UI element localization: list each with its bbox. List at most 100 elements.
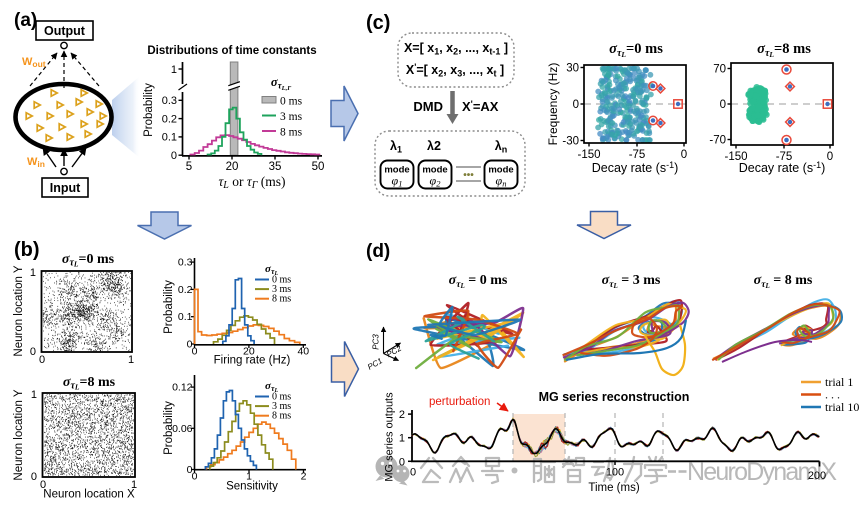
svg-text:0: 0: [827, 151, 833, 163]
svg-text:1: 1: [30, 267, 36, 279]
svg-text:0.12: 0.12: [172, 382, 193, 394]
svg-text:0: 0: [39, 354, 45, 366]
svg-text:0.2: 0.2: [162, 113, 177, 125]
svg-text:0.3: 0.3: [178, 257, 193, 269]
svg-text:8 ms: 8 ms: [272, 411, 291, 422]
svg-text:Decay rate (s-1): Decay rate (s-1): [592, 160, 679, 175]
svg-text:-70: -70: [709, 135, 726, 147]
svg-text:1: 1: [131, 479, 137, 491]
svg-text:0: 0: [30, 346, 36, 358]
svg-text:mode: mode: [488, 165, 513, 176]
svg-text:1: 1: [399, 433, 405, 445]
svg-text:0: 0: [192, 471, 198, 483]
svg-text:70: 70: [713, 64, 726, 76]
svg-text:0: 0: [187, 464, 193, 476]
svg-text:0.1: 0.1: [162, 132, 177, 144]
svg-text:2: 2: [399, 409, 405, 421]
svg-text:0: 0: [171, 150, 177, 162]
svg-text:Wout: Wout: [22, 56, 46, 69]
svg-text:0: 0: [399, 456, 405, 468]
svg-text:3 ms: 3 ms: [272, 284, 291, 295]
svg-text:100: 100: [606, 467, 624, 479]
svg-text:0: 0: [681, 149, 687, 161]
svg-text:1: 1: [128, 354, 134, 366]
svg-text:-75: -75: [776, 151, 793, 163]
svg-text:8 ms: 8 ms: [272, 294, 291, 305]
svg-text:X'=AX: X'=AX: [462, 99, 499, 114]
svg-text:Probability: Probability: [163, 280, 175, 334]
svg-text:(a): (a): [14, 10, 37, 31]
svg-text:50: 50: [312, 161, 325, 173]
svg-text:8 ms: 8 ms: [280, 127, 303, 139]
svg-text:Neuron location Y: Neuron location Y: [13, 389, 25, 481]
svg-text:mode: mode: [384, 165, 409, 176]
svg-text:Win: Win: [27, 156, 45, 169]
svg-text:0: 0: [192, 346, 198, 358]
svg-text:Neuron location X: Neuron location X: [43, 489, 135, 501]
svg-text:τL or τΓ (ms): τL or τΓ (ms): [218, 174, 285, 191]
svg-text:MG series reconstruction: MG series reconstruction: [539, 390, 690, 404]
svg-text:NeuroDynamiX: NeuroDynamiX: [687, 458, 837, 486]
svg-text:3 ms: 3 ms: [280, 111, 303, 123]
svg-text:0.06: 0.06: [172, 423, 193, 435]
svg-text:X=[ x1, x2, ..., xt-1 ]: X=[ x1, x2, ..., xt-1 ]: [404, 41, 508, 57]
svg-text:-150: -150: [577, 149, 600, 161]
svg-text:DMD: DMD: [413, 99, 443, 114]
svg-text:0: 0: [410, 467, 416, 479]
svg-text:20: 20: [243, 346, 255, 358]
svg-text:λ1: λ1: [390, 139, 402, 155]
svg-text:Output: Output: [44, 24, 86, 38]
svg-text:Neuron location Y: Neuron location Y: [13, 265, 25, 357]
svg-text:φ1: φ1: [392, 174, 403, 189]
svg-text:Firing rate (Hz): Firing rate (Hz): [214, 355, 291, 367]
svg-text:0: 0: [40, 479, 46, 491]
svg-text:•••: •••: [463, 170, 474, 181]
svg-text:35: 35: [269, 161, 282, 173]
svg-text:-75: -75: [629, 149, 646, 161]
svg-text:0.2: 0.2: [178, 284, 193, 296]
svg-text:5: 5: [186, 161, 192, 173]
svg-text:2: 2: [301, 471, 307, 483]
svg-text:30: 30: [566, 63, 579, 75]
svg-text:0 ms: 0 ms: [272, 392, 291, 403]
svg-text:0 ms: 0 ms: [272, 275, 291, 286]
svg-text:0: 0: [720, 99, 726, 111]
svg-text:Frequency (Hz): Frequency (Hz): [546, 63, 560, 146]
svg-text:Time (ms): Time (ms): [588, 482, 639, 494]
svg-text:-30: -30: [562, 136, 579, 148]
svg-text:20: 20: [226, 161, 239, 173]
svg-text:-150: -150: [724, 151, 747, 163]
svg-text:3 ms: 3 ms: [272, 401, 291, 412]
svg-text:φn: φn: [496, 174, 507, 189]
svg-text:Sensitivity: Sensitivity: [226, 481, 278, 493]
svg-text:Input: Input: [50, 181, 81, 195]
svg-text:(b): (b): [14, 239, 40, 261]
svg-text:1: 1: [31, 389, 37, 401]
svg-text:(c): (c): [366, 12, 390, 34]
svg-text:1: 1: [171, 64, 177, 76]
svg-text:0.1: 0.1: [178, 311, 193, 323]
svg-text:1: 1: [246, 471, 252, 483]
svg-text:(d): (d): [366, 241, 390, 262]
svg-text:Probability: Probability: [143, 83, 155, 137]
svg-text:trial 10: trial 10: [825, 400, 859, 414]
svg-text:X'=[ x2, x3, ..., xt ]: X'=[ x2, x3, ..., xt ]: [406, 62, 504, 79]
svg-text:PC3: PC3: [372, 334, 381, 350]
svg-text:0.3: 0.3: [162, 95, 177, 107]
svg-text:40: 40: [297, 346, 309, 358]
svg-text:mode: mode: [422, 165, 447, 176]
svg-text:0 ms: 0 ms: [280, 96, 303, 108]
svg-text:MG series outputs: MG series outputs: [384, 392, 396, 482]
svg-text:trial 1: trial 1: [825, 375, 853, 389]
svg-text:0: 0: [187, 339, 193, 351]
svg-text:. . .: . . .: [825, 388, 840, 402]
svg-text:Decay rate (s-1): Decay rate (s-1): [739, 160, 826, 175]
svg-text:0: 0: [31, 471, 37, 483]
svg-text:Distributions of time constant: Distributions of time constants: [147, 45, 316, 57]
svg-text:φ2: φ2: [430, 174, 442, 189]
svg-text:Probability: Probability: [163, 401, 175, 455]
svg-text:0: 0: [573, 99, 579, 111]
svg-text:perturbation: perturbation: [429, 396, 490, 408]
svg-text:λ2: λ2: [427, 139, 441, 153]
svg-text:200: 200: [808, 470, 826, 482]
